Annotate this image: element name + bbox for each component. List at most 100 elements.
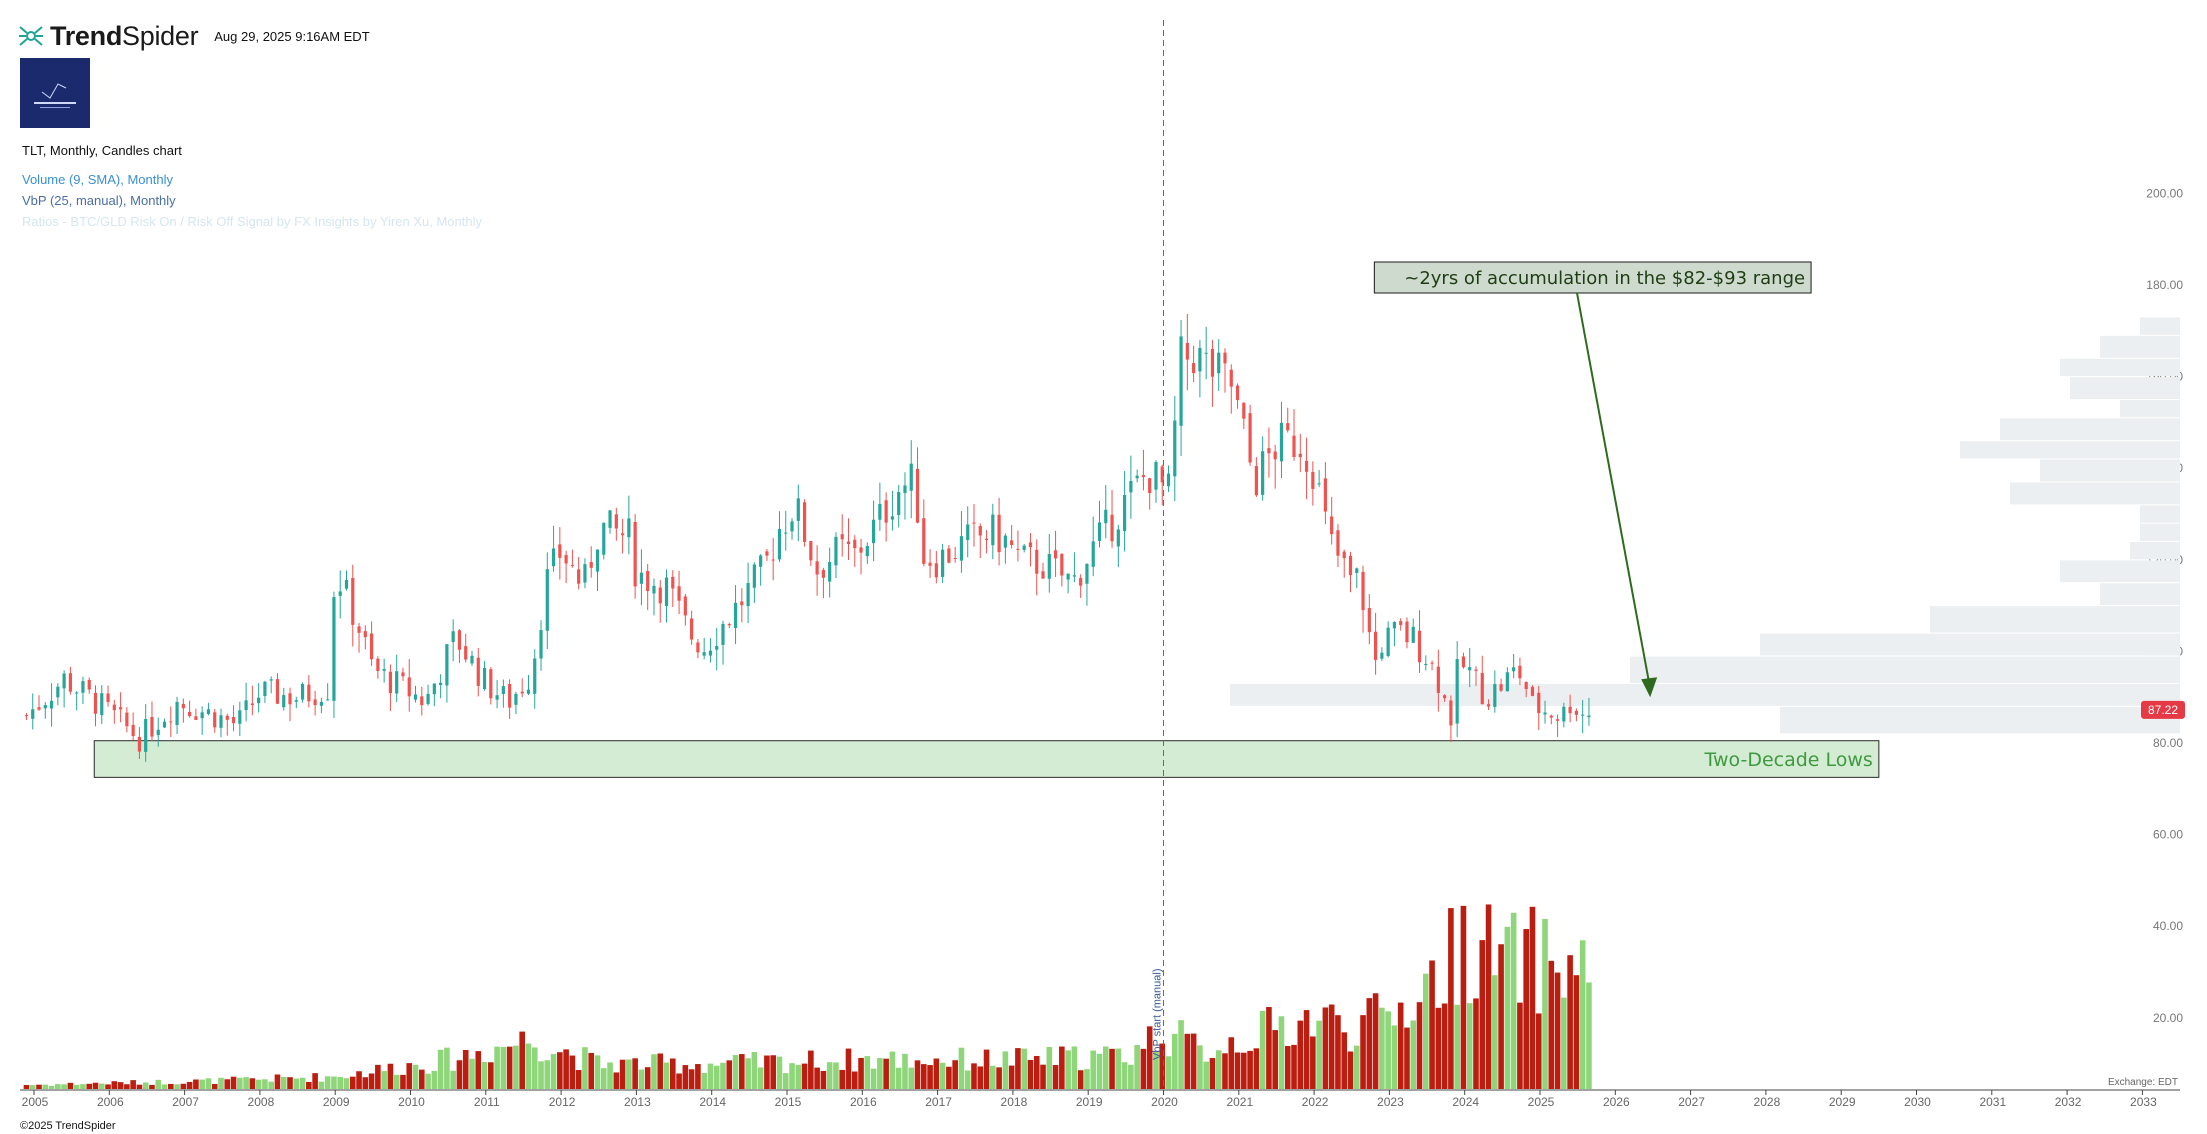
candle[interactable]: [620, 533, 625, 536]
candle[interactable]: [627, 518, 631, 538]
candle[interactable]: [1242, 402, 1246, 419]
candle[interactable]: [1072, 575, 1076, 577]
candle[interactable]: [439, 682, 443, 686]
candle[interactable]: [1380, 652, 1384, 659]
candle[interactable]: [307, 684, 311, 702]
candle[interactable]: [275, 679, 280, 704]
candle[interactable]: [790, 521, 794, 532]
candle[interactable]: [1135, 475, 1139, 479]
candle[interactable]: [288, 693, 292, 705]
candle[interactable]: [1562, 706, 1566, 722]
candle[interactable]: [1455, 659, 1459, 724]
candle[interactable]: [1304, 460, 1309, 472]
candle[interactable]: [244, 700, 248, 711]
candle[interactable]: [922, 518, 926, 564]
candle[interactable]: [1286, 423, 1290, 431]
candle[interactable]: [144, 718, 148, 752]
candle[interactable]: [903, 485, 907, 494]
candle[interactable]: [602, 522, 606, 555]
candle[interactable]: [1443, 695, 1447, 699]
candle[interactable]: [1348, 555, 1353, 576]
candle[interactable]: [1060, 553, 1064, 576]
candle[interactable]: [395, 671, 399, 694]
candle[interactable]: [646, 570, 650, 592]
candle[interactable]: [545, 569, 549, 631]
candle[interactable]: [1392, 621, 1397, 629]
candle[interactable]: [49, 700, 54, 709]
legend-vbp[interactable]: VbP (25, manual), Monthly: [22, 193, 176, 208]
candle[interactable]: [263, 681, 267, 696]
candle[interactable]: [978, 526, 982, 536]
candle[interactable]: [31, 709, 35, 719]
candle[interactable]: [558, 544, 562, 558]
candle[interactable]: [1204, 352, 1208, 354]
candle[interactable]: [551, 548, 556, 567]
candle[interactable]: [1373, 631, 1378, 660]
candle[interactable]: [1104, 509, 1108, 524]
candle[interactable]: [997, 514, 1001, 553]
candle[interactable]: [1317, 483, 1321, 485]
candle[interactable]: [941, 549, 945, 577]
candle[interactable]: [332, 597, 336, 701]
candle[interactable]: [24, 715, 29, 717]
candle[interactable]: [200, 712, 204, 719]
candle[interactable]: [658, 587, 662, 604]
candle[interactable]: [1079, 577, 1083, 586]
candle[interactable]: [1524, 681, 1528, 690]
candle[interactable]: [1066, 573, 1070, 580]
candle[interactable]: [1217, 352, 1221, 374]
candle[interactable]: [884, 500, 888, 523]
candle[interactable]: [715, 646, 719, 650]
candle[interactable]: [1198, 347, 1202, 372]
candle[interactable]: [238, 710, 242, 724]
candle[interactable]: [112, 704, 116, 711]
candle[interactable]: [608, 510, 612, 528]
candle[interactable]: [369, 633, 374, 660]
candle[interactable]: [1279, 422, 1284, 462]
candle[interactable]: [539, 630, 543, 659]
candle[interactable]: [1574, 710, 1578, 715]
candle[interactable]: [959, 536, 964, 561]
candle[interactable]: [188, 711, 192, 717]
accumulation-annotation-box[interactable]: [1373, 261, 1812, 294]
candle[interactable]: [690, 618, 694, 640]
candle[interactable]: [840, 534, 844, 540]
candle[interactable]: [1323, 478, 1327, 512]
candle[interactable]: [1549, 715, 1553, 718]
candle[interactable]: [771, 559, 775, 561]
candle[interactable]: [752, 564, 756, 588]
candle[interactable]: [1160, 466, 1164, 483]
candle[interactable]: [1192, 363, 1196, 374]
candle[interactable]: [62, 673, 66, 689]
candle[interactable]: [1361, 571, 1365, 611]
candle[interactable]: [338, 591, 342, 596]
candle[interactable]: [282, 695, 286, 708]
candle[interactable]: [169, 721, 173, 723]
candle[interactable]: [1129, 480, 1133, 493]
candle[interactable]: [1141, 475, 1146, 478]
candle[interactable]: [150, 716, 154, 737]
candle[interactable]: [219, 715, 223, 728]
candle[interactable]: [194, 716, 198, 720]
candle[interactable]: [815, 561, 819, 575]
candle[interactable]: [476, 657, 480, 686]
candle[interactable]: [953, 558, 957, 560]
candle[interactable]: [1480, 672, 1484, 705]
candle[interactable]: [727, 624, 731, 626]
candle[interactable]: [1035, 549, 1039, 574]
candle[interactable]: [1461, 656, 1466, 668]
candle[interactable]: [777, 528, 782, 560]
candle[interactable]: [853, 539, 857, 549]
candle[interactable]: [514, 693, 518, 705]
candle[interactable]: [269, 679, 273, 681]
candle[interactable]: [457, 630, 462, 650]
candle[interactable]: [1179, 336, 1183, 426]
candle[interactable]: [1474, 669, 1478, 671]
candle[interactable]: [928, 562, 932, 566]
candle[interactable]: [1311, 472, 1315, 489]
candle[interactable]: [733, 602, 738, 628]
candle[interactable]: [68, 673, 72, 692]
candle[interactable]: [426, 693, 430, 704]
candle[interactable]: [1367, 608, 1371, 633]
candle[interactable]: [213, 712, 217, 728]
